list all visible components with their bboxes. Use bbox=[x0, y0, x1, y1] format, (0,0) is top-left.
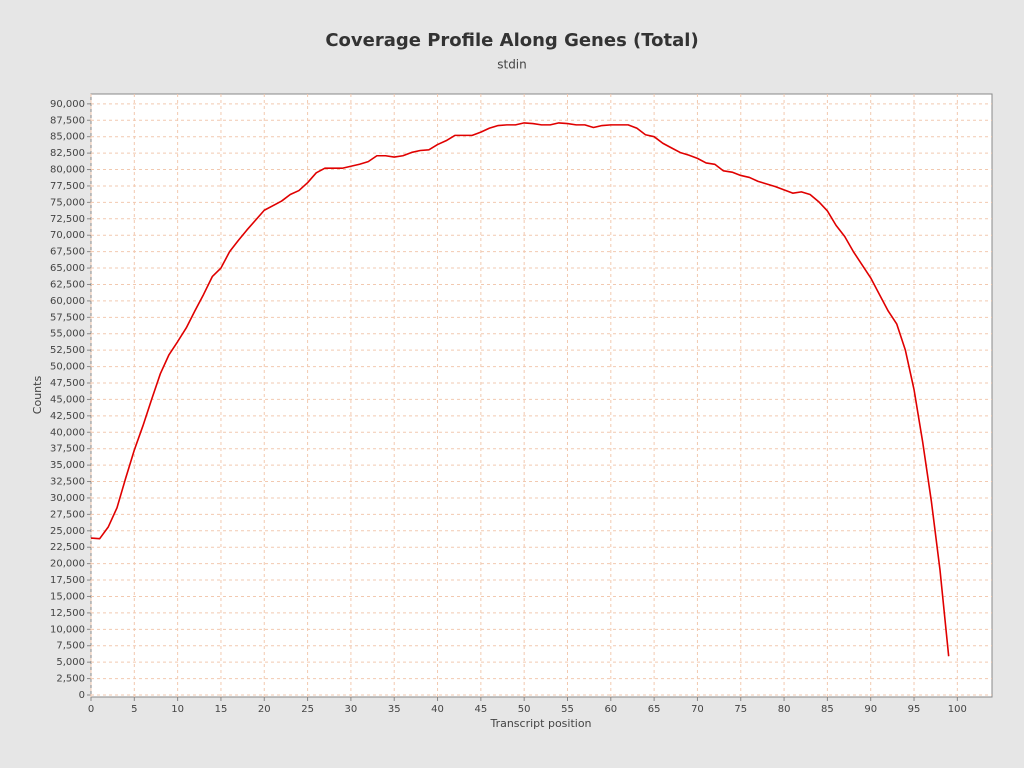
x-tick-label: 20 bbox=[258, 704, 271, 715]
y-tick-label: 75,000 bbox=[50, 197, 85, 208]
y-tick-label: 0 bbox=[79, 690, 85, 701]
x-tick-label: 0 bbox=[88, 704, 94, 715]
y-tick-label: 57,500 bbox=[50, 312, 85, 323]
plot-area bbox=[90, 93, 993, 698]
y-tick-label: 22,500 bbox=[50, 542, 85, 553]
x-tick-label: 60 bbox=[604, 704, 617, 715]
y-tick-label: 50,000 bbox=[50, 362, 85, 373]
y-tick-label: 37,500 bbox=[50, 444, 85, 455]
y-tick-label: 85,000 bbox=[50, 132, 85, 143]
y-tick-label: 67,500 bbox=[50, 247, 85, 258]
x-tick-label: 100 bbox=[948, 704, 967, 715]
x-axis-label: Transcript position bbox=[489, 717, 591, 730]
x-tick-label: 25 bbox=[301, 704, 314, 715]
y-tick-label: 35,000 bbox=[50, 460, 85, 471]
chart-subtitle: stdin bbox=[497, 58, 527, 72]
y-axis-label: Counts bbox=[31, 376, 44, 415]
x-tick-label: 45 bbox=[474, 704, 487, 715]
y-tick-label: 5,000 bbox=[56, 657, 85, 668]
y-tick-label: 80,000 bbox=[50, 165, 85, 176]
x-tick-label: 55 bbox=[561, 704, 574, 715]
y-tick-label: 82,500 bbox=[50, 148, 85, 159]
x-tick-label: 40 bbox=[431, 704, 444, 715]
y-tick-label: 55,000 bbox=[50, 329, 85, 340]
x-tick-label: 90 bbox=[864, 704, 877, 715]
y-tick-label: 27,500 bbox=[50, 509, 85, 520]
x-tick-label: 80 bbox=[778, 704, 791, 715]
y-tick-label: 42,500 bbox=[50, 411, 85, 422]
x-tick-label: 95 bbox=[908, 704, 921, 715]
chart-title: Coverage Profile Along Genes (Total) bbox=[325, 30, 698, 51]
x-tick-label: 30 bbox=[345, 704, 358, 715]
y-tick-label: 72,500 bbox=[50, 214, 85, 225]
y-tick-label: 30,000 bbox=[50, 493, 85, 504]
y-tick-label: 47,500 bbox=[50, 378, 85, 389]
x-tick-label: 5 bbox=[131, 704, 137, 715]
y-tick-label: 17,500 bbox=[50, 575, 85, 586]
y-tick-label: 70,000 bbox=[50, 230, 85, 241]
y-tick-label: 12,500 bbox=[50, 608, 85, 619]
y-tick-label: 45,000 bbox=[50, 394, 85, 405]
y-tick-label: 90,000 bbox=[50, 99, 85, 110]
data-line bbox=[90, 122, 950, 657]
y-tick-label: 10,000 bbox=[50, 624, 85, 635]
y-tick-label: 52,500 bbox=[50, 345, 85, 356]
x-tick-label: 70 bbox=[691, 704, 704, 715]
x-tick-label: 85 bbox=[821, 704, 834, 715]
y-tick-label: 15,000 bbox=[50, 591, 85, 602]
y-tick-label: 40,000 bbox=[50, 427, 85, 438]
y-tick-label: 32,500 bbox=[50, 477, 85, 488]
y-tick-label: 20,000 bbox=[50, 559, 85, 570]
y-tick-label: 2,500 bbox=[56, 674, 85, 685]
y-tick-label: 60,000 bbox=[50, 296, 85, 307]
y-tick-label: 87,500 bbox=[50, 115, 85, 126]
y-tick-label: 25,000 bbox=[50, 526, 85, 537]
x-tick-label: 75 bbox=[734, 704, 747, 715]
x-tick-label: 10 bbox=[171, 704, 184, 715]
x-tick-label: 50 bbox=[518, 704, 531, 715]
y-tick-label: 7,500 bbox=[56, 641, 85, 652]
y-tick-label: 65,000 bbox=[50, 263, 85, 274]
x-tick-label: 65 bbox=[648, 704, 661, 715]
x-tick-label: 35 bbox=[388, 704, 401, 715]
x-tick-label: 15 bbox=[215, 704, 228, 715]
y-tick-label: 62,500 bbox=[50, 279, 85, 290]
y-tick-label: 77,500 bbox=[50, 181, 85, 192]
